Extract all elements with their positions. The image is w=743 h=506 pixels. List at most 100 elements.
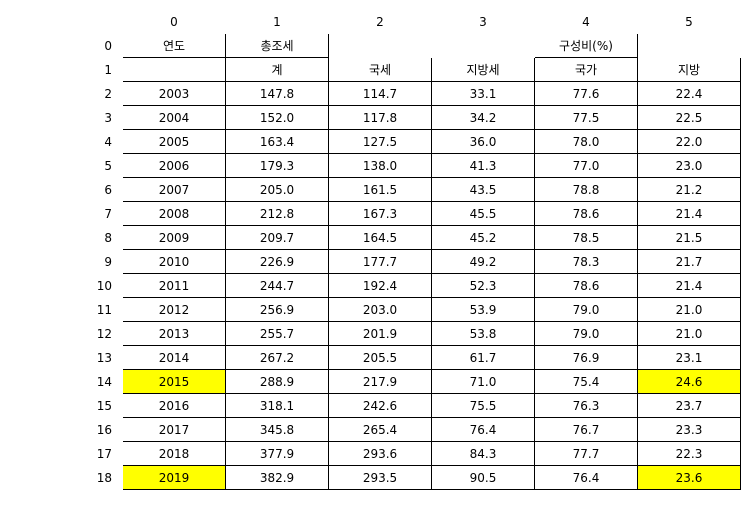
table-cell[interactable]: 45.5 bbox=[431, 201, 535, 226]
table-cell[interactable]: 205.0 bbox=[225, 177, 329, 202]
table-cell[interactable]: 127.5 bbox=[328, 129, 432, 154]
table-cell[interactable]: 217.9 bbox=[328, 369, 432, 394]
table-cell[interactable]: 78.3 bbox=[534, 249, 638, 274]
table-cell[interactable]: 117.8 bbox=[328, 105, 432, 130]
table-cell[interactable]: 78.0 bbox=[534, 129, 638, 154]
table-cell[interactable]: 2016 bbox=[122, 393, 226, 418]
table-cell[interactable]: 22.4 bbox=[637, 81, 741, 106]
highlighted-cell[interactable]: 24.6 bbox=[637, 369, 741, 394]
table-cell[interactable]: 45.2 bbox=[431, 225, 535, 250]
table-cell[interactable]: 연도 bbox=[122, 33, 226, 58]
table-cell[interactable]: 71.0 bbox=[431, 369, 535, 394]
table-cell[interactable]: 77.0 bbox=[534, 153, 638, 178]
table-cell[interactable]: 23.3 bbox=[637, 417, 741, 442]
table-cell[interactable]: 총조세 bbox=[225, 33, 329, 58]
table-cell[interactable]: 21.2 bbox=[637, 177, 741, 202]
table-cell[interactable]: 2012 bbox=[122, 297, 226, 322]
table-cell[interactable]: 23.1 bbox=[637, 345, 741, 370]
table-cell[interactable] bbox=[122, 57, 226, 82]
table-cell[interactable]: 226.9 bbox=[225, 249, 329, 274]
table-cell[interactable]: 국가 bbox=[534, 57, 638, 82]
table-cell[interactable]: 212.8 bbox=[225, 201, 329, 226]
table-cell[interactable]: 75.4 bbox=[534, 369, 638, 394]
table-cell[interactable]: 78.8 bbox=[534, 177, 638, 202]
table-cell[interactable]: 78.6 bbox=[534, 201, 638, 226]
table-cell[interactable]: 382.9 bbox=[225, 465, 329, 490]
table-cell[interactable]: 23.7 bbox=[637, 393, 741, 418]
table-cell[interactable]: 22.5 bbox=[637, 105, 741, 130]
table-cell[interactable]: 164.5 bbox=[328, 225, 432, 250]
table-cell[interactable]: 179.3 bbox=[225, 153, 329, 178]
table-cell[interactable]: 79.0 bbox=[534, 321, 638, 346]
table-cell[interactable]: 288.9 bbox=[225, 369, 329, 394]
table-cell[interactable]: 90.5 bbox=[431, 465, 535, 490]
table-cell[interactable]: 2010 bbox=[122, 249, 226, 274]
table-cell[interactable]: 84.3 bbox=[431, 441, 535, 466]
table-cell[interactable]: 2018 bbox=[122, 441, 226, 466]
table-cell[interactable] bbox=[329, 34, 432, 58]
table-cell[interactable]: 2004 bbox=[122, 105, 226, 130]
table-cell[interactable]: 2006 bbox=[122, 153, 226, 178]
table-cell[interactable]: 76.3 bbox=[534, 393, 638, 418]
table-cell[interactable]: 34.2 bbox=[431, 105, 535, 130]
table-cell[interactable]: 41.3 bbox=[431, 153, 535, 178]
table-cell[interactable]: 138.0 bbox=[328, 153, 432, 178]
table-cell[interactable]: 지방 bbox=[637, 57, 741, 82]
table-cell[interactable]: 201.9 bbox=[328, 321, 432, 346]
table-cell[interactable]: 23.0 bbox=[637, 153, 741, 178]
table-cell[interactable]: 국세 bbox=[328, 57, 432, 82]
table-cell[interactable]: 49.2 bbox=[431, 249, 535, 274]
highlighted-cell[interactable]: 23.6 bbox=[637, 465, 741, 490]
table-cell[interactable]: 147.8 bbox=[225, 81, 329, 106]
table-cell[interactable]: 2014 bbox=[122, 345, 226, 370]
table-cell[interactable]: 77.5 bbox=[534, 105, 638, 130]
table-cell[interactable]: 377.9 bbox=[225, 441, 329, 466]
table-cell[interactable]: 79.0 bbox=[534, 297, 638, 322]
table-cell[interactable]: 242.6 bbox=[328, 393, 432, 418]
table-cell[interactable]: 76.4 bbox=[431, 417, 535, 442]
table-cell[interactable]: 76.7 bbox=[534, 417, 638, 442]
table-cell[interactable]: 33.1 bbox=[431, 81, 535, 106]
table-cell[interactable]: 78.6 bbox=[534, 273, 638, 298]
table-cell[interactable]: 203.0 bbox=[328, 297, 432, 322]
table-cell[interactable]: 114.7 bbox=[328, 81, 432, 106]
table-cell[interactable]: 192.4 bbox=[328, 273, 432, 298]
table-cell[interactable]: 2013 bbox=[122, 321, 226, 346]
table-cell[interactable]: 22.3 bbox=[637, 441, 741, 466]
table-cell[interactable]: 256.9 bbox=[225, 297, 329, 322]
table-cell[interactable]: 구성비(%) bbox=[534, 33, 638, 58]
table-cell[interactable]: 161.5 bbox=[328, 177, 432, 202]
table-cell[interactable]: 43.5 bbox=[431, 177, 535, 202]
table-cell[interactable]: 75.5 bbox=[431, 393, 535, 418]
table-cell[interactable]: 21.4 bbox=[637, 273, 741, 298]
table-cell[interactable]: 177.7 bbox=[328, 249, 432, 274]
highlighted-cell[interactable]: 2015 bbox=[122, 369, 226, 394]
table-cell[interactable]: 2005 bbox=[122, 129, 226, 154]
table-cell[interactable]: 265.4 bbox=[328, 417, 432, 442]
table-cell[interactable]: 36.0 bbox=[431, 129, 535, 154]
table-cell[interactable]: 2007 bbox=[122, 177, 226, 202]
table-cell[interactable]: 163.4 bbox=[225, 129, 329, 154]
table-cell[interactable]: 152.0 bbox=[225, 105, 329, 130]
table-cell[interactable]: 21.0 bbox=[637, 297, 741, 322]
table-cell[interactable]: 22.0 bbox=[637, 129, 741, 154]
table-cell[interactable]: 318.1 bbox=[225, 393, 329, 418]
table-cell[interactable]: 255.7 bbox=[225, 321, 329, 346]
table-cell[interactable]: 2011 bbox=[122, 273, 226, 298]
table-cell[interactable]: 293.6 bbox=[328, 441, 432, 466]
table-cell[interactable]: 2009 bbox=[122, 225, 226, 250]
table-cell[interactable]: 계 bbox=[225, 57, 329, 82]
table-cell[interactable]: 2008 bbox=[122, 201, 226, 226]
table-cell[interactable]: 21.4 bbox=[637, 201, 741, 226]
table-cell[interactable]: 267.2 bbox=[225, 345, 329, 370]
table-cell[interactable]: 21.7 bbox=[637, 249, 741, 274]
table-cell[interactable]: 2017 bbox=[122, 417, 226, 442]
table-cell[interactable]: 77.7 bbox=[534, 441, 638, 466]
table-cell[interactable]: 293.5 bbox=[328, 465, 432, 490]
table-cell[interactable]: 지방세 bbox=[431, 57, 535, 82]
table-cell[interactable]: 78.5 bbox=[534, 225, 638, 250]
table-cell[interactable]: 52.3 bbox=[431, 273, 535, 298]
table-cell[interactable] bbox=[638, 34, 741, 58]
table-cell[interactable]: 2003 bbox=[122, 81, 226, 106]
table-cell[interactable]: 205.5 bbox=[328, 345, 432, 370]
